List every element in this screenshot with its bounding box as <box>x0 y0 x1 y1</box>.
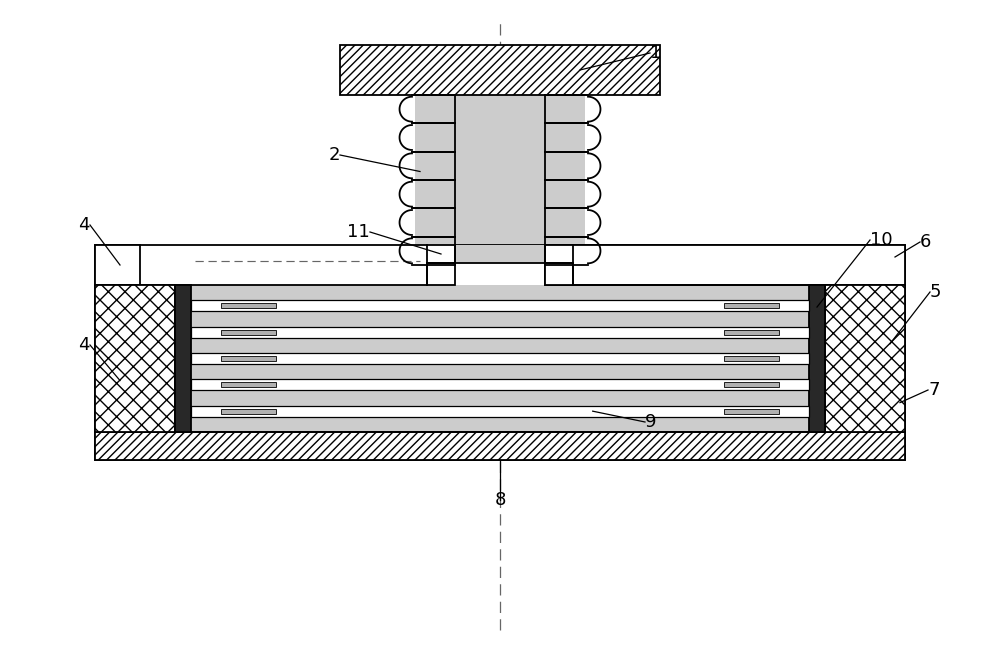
Bar <box>724 330 779 335</box>
Bar <box>825 285 905 432</box>
Bar <box>95 432 905 460</box>
Text: 1: 1 <box>650 44 661 62</box>
Bar <box>191 353 809 364</box>
Bar <box>221 409 276 414</box>
Bar <box>455 245 545 263</box>
Bar <box>545 263 573 285</box>
Text: 9: 9 <box>645 413 656 431</box>
Text: 4: 4 <box>78 216 90 234</box>
Bar <box>175 285 191 432</box>
Bar <box>724 356 779 361</box>
Bar <box>724 409 779 414</box>
Text: 8: 8 <box>494 491 506 509</box>
Text: 2: 2 <box>328 146 340 164</box>
Text: 10: 10 <box>870 231 893 249</box>
Bar <box>191 406 809 416</box>
Text: 6: 6 <box>920 233 931 251</box>
Bar <box>415 95 585 265</box>
Text: 4: 4 <box>78 336 90 354</box>
Bar <box>724 304 779 308</box>
Bar <box>95 285 175 432</box>
Bar <box>191 300 809 312</box>
Bar <box>191 285 809 432</box>
Bar <box>221 382 276 387</box>
Bar <box>221 356 276 361</box>
Text: 7: 7 <box>928 381 940 399</box>
Bar <box>427 263 455 285</box>
Bar <box>191 327 809 338</box>
Bar <box>455 95 545 265</box>
Bar <box>724 382 779 387</box>
Bar <box>191 379 809 390</box>
Text: 5: 5 <box>930 283 942 301</box>
Text: 11: 11 <box>347 223 370 241</box>
Bar <box>221 330 276 335</box>
Bar <box>545 245 905 285</box>
Bar <box>221 304 276 308</box>
Bar <box>95 245 140 285</box>
Bar <box>95 245 905 460</box>
Bar <box>809 285 825 432</box>
Bar <box>340 45 660 95</box>
